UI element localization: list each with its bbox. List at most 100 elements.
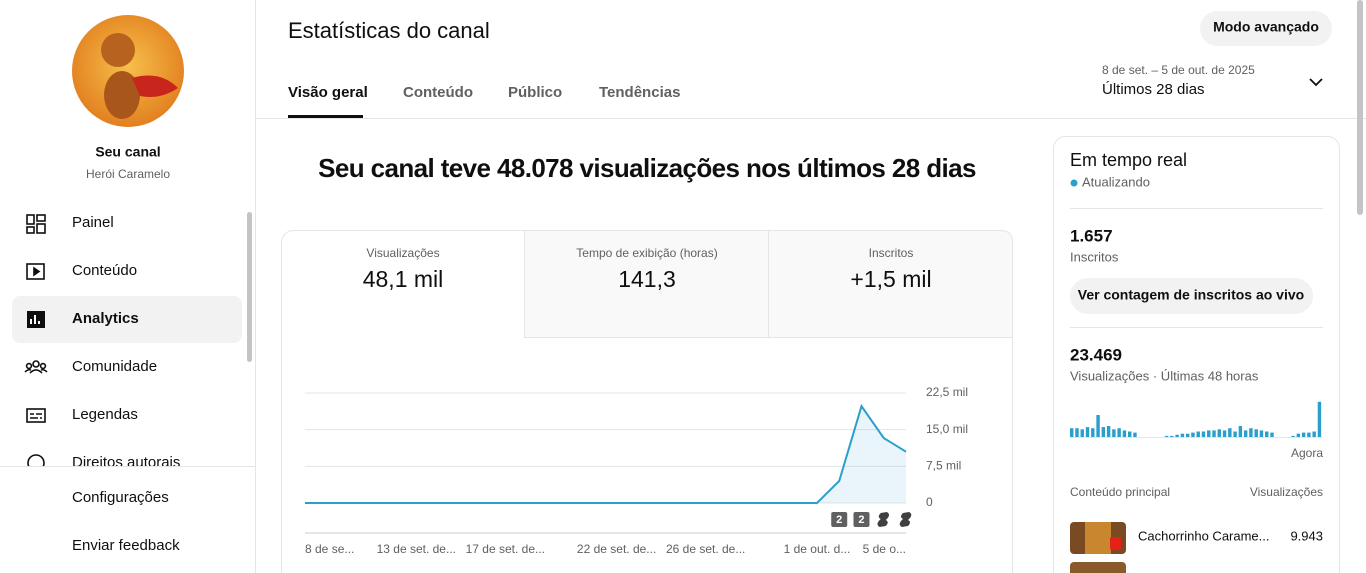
marker-box[interactable] (853, 512, 870, 527)
tab-indicator (288, 115, 363, 118)
x-tick-label: 26 de set. de... (666, 542, 745, 556)
avatar[interactable] (72, 15, 184, 127)
date-range[interactable]: 8 de set. – 5 de out. de 2025 (1102, 63, 1255, 77)
scrollbar[interactable] (247, 212, 252, 362)
tab[interactable]: Público (508, 84, 562, 101)
mini-bar (1307, 432, 1311, 437)
realtime-title: Em tempo real (1070, 150, 1187, 170)
metric-value[interactable]: 141,3 (618, 266, 676, 292)
marker-box[interactable] (831, 512, 848, 527)
mini-bar (1191, 432, 1195, 437)
divider (1070, 208, 1323, 209)
mini-bar (1243, 430, 1248, 437)
y-tick-label: 22,5 mil (926, 385, 968, 399)
views-count: 23.469 (1070, 345, 1122, 364)
mini-bar (1175, 434, 1179, 437)
area (305, 406, 906, 503)
mini-bar (1212, 430, 1216, 437)
mini-bar (1096, 415, 1100, 437)
y-tick-label: 7,5 mil (926, 459, 961, 473)
sidebar-footer (0, 466, 255, 573)
mini-bar (1170, 435, 1174, 437)
channel-title: Seu canal (95, 144, 160, 160)
nav-item[interactable]: Comunidade (72, 358, 157, 375)
mini-bar (1112, 429, 1116, 437)
mini-bar (1296, 433, 1301, 437)
mini-bar (1075, 428, 1079, 437)
channel-name: Herói Caramelo (86, 167, 170, 181)
shorts-icon[interactable] (877, 512, 890, 527)
nav-item[interactable]: Legendas (72, 406, 138, 423)
nav-item[interactable]: Configurações (72, 489, 169, 506)
line (305, 403, 907, 504)
metric-label[interactable]: Tempo de exibição (horas) (576, 246, 717, 260)
chart: 0 7,5 mil 15,0 mil 22,5 mil 8 de se... 13 de … (305, 385, 968, 556)
realtime-status: Atualizando (1082, 174, 1150, 189)
mini-bar (1238, 426, 1243, 437)
live-button[interactable] (1070, 278, 1313, 314)
advanced-button-label[interactable]: Modo avançado (1213, 19, 1319, 35)
mini-bar (1207, 430, 1211, 437)
summary: Seu canal teve 48.078 visualizações nos … (318, 153, 976, 183)
subscriber-count: 1.657 (1070, 226, 1113, 245)
top-content-header: Conteúdo principal (1070, 485, 1170, 499)
nav-item[interactable]: Painel (72, 214, 114, 231)
mini-bar (1312, 431, 1316, 437)
metric-label[interactable]: Inscritos (869, 246, 914, 260)
header-border (256, 118, 1366, 119)
top-content-column: Visualizações (1250, 485, 1323, 499)
views-label: Visualizações · Últimas 48 horas (1070, 368, 1259, 383)
metric-value[interactable]: 48,1 mil (363, 266, 444, 292)
mini-bar (1265, 431, 1269, 437)
divider (768, 231, 769, 337)
nav-active-bg (12, 296, 242, 343)
mini-bar (1222, 430, 1227, 437)
nav-item[interactable]: Enviar feedback (72, 537, 180, 554)
mini-bar (1196, 431, 1200, 437)
mini-bar (1101, 427, 1106, 437)
shorts-icon[interactable] (899, 512, 912, 527)
chevron[interactable] (1309, 78, 1323, 87)
mini-bar (1122, 430, 1127, 437)
metric-value[interactable]: +1,5 mil (850, 266, 931, 292)
divider (0, 466, 255, 467)
x-tick-label: 8 de se... (305, 542, 354, 556)
advanced-button[interactable] (1200, 11, 1332, 46)
mini-bar (1317, 401, 1322, 437)
mini-bar (1133, 432, 1137, 437)
mini-bar (1301, 432, 1306, 437)
mini-bar (1233, 431, 1237, 437)
realtime-card (1053, 136, 1340, 573)
nav-icons (24, 214, 48, 559)
mini-bar (1080, 429, 1084, 437)
marker-label[interactable]: 2 (858, 514, 864, 526)
nav-item[interactable]: Analytics (72, 310, 139, 327)
mini-bar (1164, 435, 1169, 437)
thumbnail[interactable] (1070, 562, 1126, 573)
tab[interactable]: Conteúdo (403, 84, 473, 101)
marker-label[interactable]: 2 (836, 514, 842, 526)
now-label: Agora (1291, 446, 1323, 460)
live-button-label[interactable]: Ver contagem de inscritos ao vivo (1078, 287, 1304, 303)
content-title[interactable]: Cachorrinho Carame... (1138, 528, 1270, 543)
tab[interactable]: Visão geral (288, 84, 368, 101)
mini-bar (1127, 431, 1132, 437)
content-views: 9.943 (1290, 528, 1323, 543)
mini-bar (1117, 428, 1121, 437)
nav-item[interactable]: Conteúdo (72, 262, 137, 279)
divider (1070, 327, 1323, 328)
mini-bar (1249, 428, 1253, 437)
metric-label[interactable]: Visualizações (366, 246, 439, 260)
mini-bar (1185, 433, 1190, 437)
mini-bar (1259, 430, 1264, 437)
mini-bar (1217, 429, 1222, 437)
thumbnail[interactable] (1070, 522, 1126, 554)
period[interactable]: Últimos 28 dias (1102, 81, 1205, 98)
mini-chart (1070, 401, 1322, 437)
mini-bar (1291, 435, 1295, 437)
tab[interactable]: Tendências (599, 84, 680, 101)
page-scrollbar[interactable] (1357, 0, 1363, 215)
y-tick-label: 0 (926, 495, 933, 509)
x-tick-label: 5 de o... (863, 542, 906, 556)
